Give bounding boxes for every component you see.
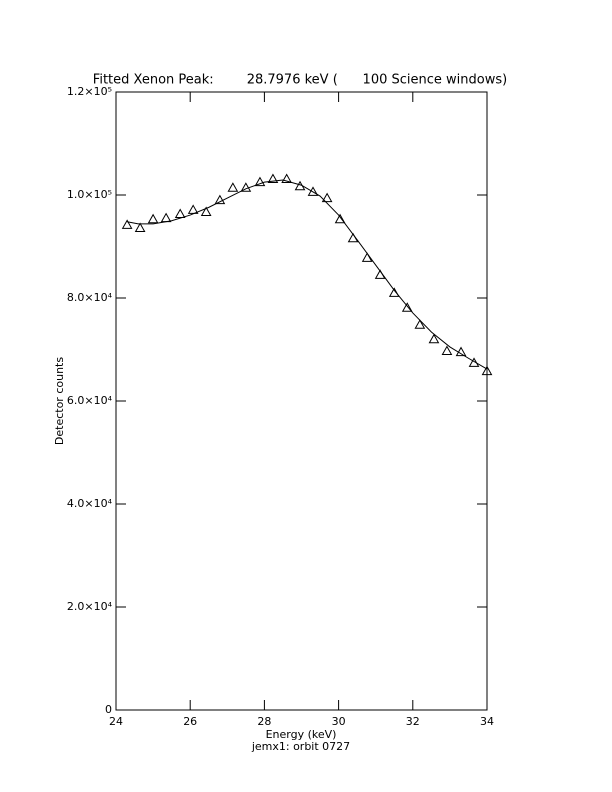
data-point <box>428 333 440 344</box>
data-point <box>441 345 453 356</box>
x-tick-label: 34 <box>480 715 494 728</box>
data-point <box>414 319 426 329</box>
data-point <box>321 192 333 203</box>
data-point <box>227 182 239 192</box>
x-tick-label: 30 <box>332 715 346 728</box>
data-point <box>121 219 133 229</box>
data-point <box>214 194 226 205</box>
y-axis-label: Detector counts <box>53 357 66 445</box>
y-tick-label: 2.0×10⁴ <box>67 600 113 613</box>
data-point <box>307 186 319 196</box>
x-tick-label: 26 <box>183 715 197 728</box>
y-tick-label: 4.0×10⁴ <box>67 497 113 510</box>
data-point <box>334 213 346 224</box>
data-point <box>455 346 467 357</box>
chart-subtitle: jemx1: orbit 0727 <box>251 740 350 753</box>
data-point <box>267 173 279 184</box>
y-tick-label: 1.2×10⁵ <box>67 85 112 98</box>
data-point <box>134 222 146 232</box>
data-point <box>401 302 413 312</box>
data-point <box>240 182 252 192</box>
fit-line <box>127 179 488 370</box>
data-point <box>481 365 493 376</box>
x-tick-label: 28 <box>257 715 271 728</box>
data-point <box>200 206 212 216</box>
x-axis-label: Energy (keV) <box>266 728 337 741</box>
y-tick-label: 0 <box>105 703 112 716</box>
data-point <box>254 176 266 187</box>
y-tick-label: 8.0×10⁴ <box>67 291 113 304</box>
data-point <box>147 213 159 224</box>
chart-title: Fitted Xenon Peak: 28.7976 keV ( 100 Sci… <box>93 73 507 88</box>
y-tick-label: 6.0×10⁴ <box>67 394 113 407</box>
x-tick-label: 24 <box>109 715 123 728</box>
y-tick-label: 1.0×10⁵ <box>67 188 112 201</box>
data-point <box>160 212 172 223</box>
data-point <box>281 173 293 184</box>
data-point <box>174 208 186 219</box>
x-tick-label: 32 <box>406 715 420 728</box>
